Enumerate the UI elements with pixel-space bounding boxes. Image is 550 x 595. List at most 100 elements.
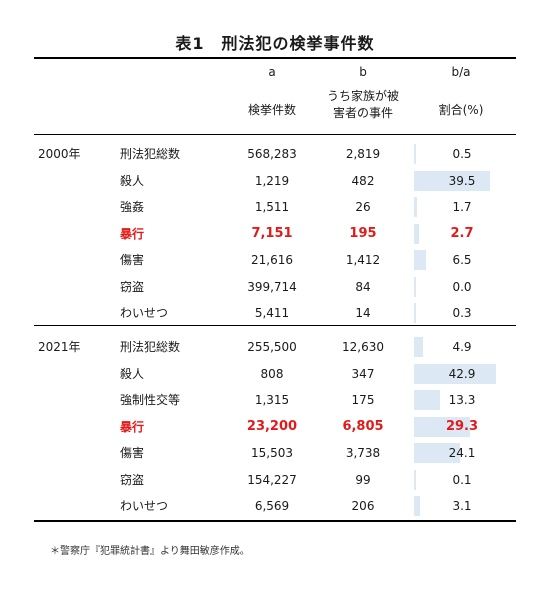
group-divider-rule	[34, 325, 516, 326]
ratio-cell: 6.5	[414, 250, 510, 270]
family-victim-count: 26	[355, 200, 371, 214]
family-victim-count: 84	[355, 279, 371, 294]
arrest-count: 23,200	[246, 418, 298, 434]
crime-label: わいせつ	[120, 499, 169, 513]
ratio-bar	[414, 416, 471, 437]
ratio-value: 42.9	[448, 366, 476, 381]
crime-label: 刑法犯総数	[120, 340, 181, 354]
crime-label: 強制性交等	[120, 393, 181, 407]
ratio-bar	[414, 496, 420, 516]
arrest-count: 1,315	[254, 393, 290, 407]
ratio-cell: 42.9	[414, 363, 510, 384]
arrest-count: 1,219	[254, 173, 290, 188]
arrest-count: 21,616	[251, 253, 293, 267]
ratio-value: 2.7	[450, 225, 474, 241]
family-victim-count: 195	[349, 225, 377, 241]
ratio-cell: 39.5	[414, 170, 510, 191]
footnote: ＊警察庁『犯罪統計書』より舞田敏彦作成。	[50, 546, 250, 557]
table-row: 2000年 刑法犯総数 568,283 2,819 0.5	[34, 141, 516, 167]
crime-label: 刑法犯総数	[120, 147, 181, 161]
ratio-cell: 0.0	[414, 276, 510, 297]
header-rule	[34, 134, 516, 135]
arrest-count: 154,227	[247, 472, 297, 487]
ratio-bar	[414, 390, 440, 410]
column-b-header-line1: うち家族が被	[326, 89, 399, 103]
ratio-cell: 3.1	[414, 496, 510, 516]
ratio-bar	[414, 276, 416, 297]
table-row: 暴行 23,200 6,805 29.3	[34, 414, 516, 440]
ratio-value: 0.1	[452, 472, 472, 487]
ratio-value: 6.5	[452, 253, 472, 267]
family-victim-count: 206	[351, 499, 375, 513]
bottom-rule	[34, 520, 516, 522]
crime-label: 傷害	[120, 253, 145, 267]
table-row: 暴行 7,151 195 2.7	[34, 221, 516, 247]
column-ratio-letter: b/a	[451, 65, 471, 79]
ratio-value: 3.1	[452, 499, 472, 513]
family-victim-count: 482	[351, 173, 375, 188]
ratio-cell: 0.3	[414, 303, 510, 323]
table-row: 傷害 21,616 1,412 6.5	[34, 247, 516, 273]
ratio-value: 0.0	[452, 279, 472, 294]
family-victim-count: 2,819	[345, 147, 381, 161]
ratio-bar	[414, 170, 490, 191]
crime-label: 窃盗	[120, 279, 145, 294]
crime-label: 傷害	[120, 446, 145, 460]
arrest-count: 15,503	[251, 446, 293, 460]
crime-label: 暴行	[120, 226, 145, 241]
ratio-bar	[414, 223, 420, 244]
ratio-cell: 0.5	[414, 144, 510, 164]
family-victim-count: 3,738	[345, 446, 381, 460]
ratio-bar	[414, 443, 461, 463]
table-row: わいせつ 5,411 14 0.3	[34, 300, 516, 326]
crime-label: わいせつ	[120, 306, 169, 320]
family-victim-count: 175	[351, 393, 375, 407]
table-title: 表1 刑法犯の検挙事件数	[175, 34, 375, 53]
top-rule	[34, 57, 516, 59]
arrest-count: 6,569	[254, 499, 290, 513]
ratio-bar	[414, 197, 418, 217]
crime-label: 窃盗	[120, 472, 145, 487]
ratio-bar	[414, 144, 416, 164]
arrest-count: 255,500	[247, 340, 297, 354]
table-row: 2021年 刑法犯総数 255,500 12,630 4.9	[34, 334, 516, 360]
crime-label: 強姦	[120, 200, 145, 214]
family-victim-count: 1,412	[345, 253, 381, 267]
crime-label: 殺人	[120, 366, 145, 381]
crime-label: 暴行	[120, 419, 145, 434]
ratio-bar	[414, 250, 427, 270]
ratio-cell: 1.7	[414, 197, 510, 217]
ratio-value: 39.5	[448, 173, 476, 188]
year-label: 2021年	[38, 340, 81, 354]
table-row: 窃盗 399,714 84 0.0	[34, 274, 516, 300]
table-row: 傷害 15,503 3,738 24.1	[34, 440, 516, 466]
ratio-value: 24.1	[448, 446, 476, 460]
crime-label: 殺人	[120, 173, 145, 188]
year-label: 2000年	[38, 147, 81, 161]
column-b-letter: b	[359, 65, 367, 79]
arrest-count: 5,411	[254, 306, 290, 320]
ratio-value: 29.3	[445, 418, 479, 434]
ratio-value: 4.9	[452, 340, 472, 354]
family-victim-count: 6,805	[342, 418, 384, 434]
ratio-cell: 2.7	[414, 223, 510, 244]
family-victim-count: 347	[351, 366, 375, 381]
ratio-bar	[414, 363, 497, 384]
ratio-value: 1.7	[452, 200, 472, 214]
ratio-value: 0.3	[452, 306, 472, 320]
table-row: わいせつ 6,569 206 3.1	[34, 493, 516, 519]
ratio-cell: 4.9	[414, 337, 510, 357]
column-ratio-header: 割合(%)	[438, 103, 484, 117]
family-victim-count: 12,630	[342, 340, 384, 354]
ratio-cell: 0.1	[414, 469, 510, 490]
ratio-cell: 13.3	[414, 390, 510, 410]
column-a-letter: a	[268, 65, 276, 79]
ratio-cell: 29.3	[414, 416, 510, 437]
arrest-count: 808	[260, 366, 284, 381]
family-victim-count: 14	[355, 306, 371, 320]
ratio-bar	[414, 469, 416, 490]
ratio-value: 0.5	[452, 147, 472, 161]
arrest-count: 568,283	[247, 147, 297, 161]
family-victim-count: 99	[355, 472, 371, 487]
table-row: 窃盗 154,227 99 0.1	[34, 467, 516, 493]
